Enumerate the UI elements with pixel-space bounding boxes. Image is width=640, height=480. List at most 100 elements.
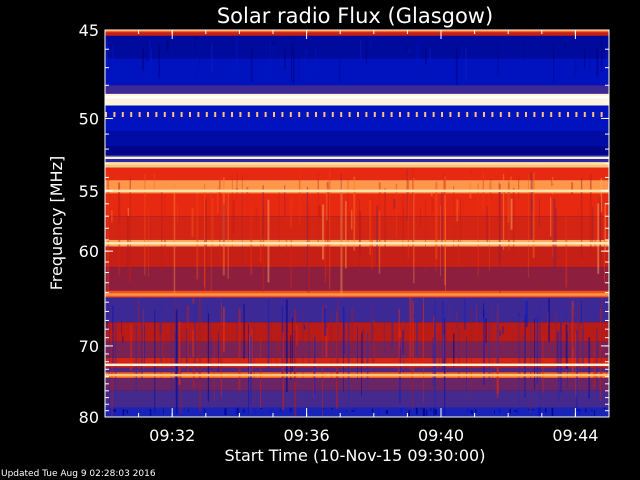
time-streak <box>135 324 138 391</box>
x-tick-label: 09:44 <box>552 426 598 445</box>
periodic-burst <box>130 112 133 117</box>
periodic-burst <box>558 112 561 117</box>
frequency-band <box>105 167 609 181</box>
time-streak <box>553 198 556 277</box>
time-streak <box>403 206 404 237</box>
time-streak <box>278 189 280 248</box>
time-streak <box>578 301 580 370</box>
time-streak <box>606 47 608 77</box>
frequency-band <box>105 357 609 368</box>
time-streak <box>205 199 207 282</box>
time-streak <box>552 183 554 185</box>
time-streak <box>431 198 434 214</box>
x-axis: 09:32 09:36 09:40 09:44 <box>138 30 598 445</box>
time-streak <box>556 332 558 373</box>
time-streak <box>434 331 436 413</box>
frequency-band <box>105 378 609 391</box>
time-streak <box>238 308 241 391</box>
time-streak <box>326 181 329 277</box>
time-streak <box>372 408 374 413</box>
time-streak <box>369 200 371 255</box>
time-streak <box>604 202 607 251</box>
time-streak <box>464 298 466 330</box>
time-streak <box>231 174 233 262</box>
time-streak <box>550 197 552 237</box>
time-streak <box>408 410 410 417</box>
y-tick-label: 50 <box>79 109 99 128</box>
time-streak <box>118 182 121 223</box>
time-streak <box>441 190 443 289</box>
time-streak <box>253 408 256 416</box>
x-tick-label: 09:32 <box>149 426 195 445</box>
time-streak <box>269 39 271 78</box>
time-streak <box>279 407 281 413</box>
time-streak <box>111 210 113 223</box>
frequency-line <box>105 96 609 99</box>
time-streak <box>324 407 327 411</box>
time-streak <box>298 172 301 225</box>
time-streak <box>584 48 586 70</box>
time-streak <box>161 334 163 363</box>
periodic-burst <box>474 112 477 117</box>
periodic-burst <box>365 112 368 117</box>
frequency-band <box>105 407 609 417</box>
time-streak <box>599 203 601 279</box>
time-streak <box>213 334 215 402</box>
time-streak <box>149 37 151 80</box>
time-streak <box>362 330 364 366</box>
time-streak <box>571 182 574 195</box>
time-streak <box>567 331 568 388</box>
time-streak <box>362 327 365 359</box>
time-streak <box>223 203 225 246</box>
periodic-burst <box>399 112 401 117</box>
time-streak <box>360 40 362 59</box>
time-streak <box>383 301 385 355</box>
time-streak <box>376 205 378 265</box>
time-streak <box>232 200 235 234</box>
time-streak <box>407 176 410 258</box>
time-streak <box>498 190 501 263</box>
time-streak <box>603 407 606 409</box>
periodic-burst <box>415 112 418 117</box>
time-streak <box>531 409 534 411</box>
time-streak <box>166 39 169 52</box>
time-streak <box>107 172 110 296</box>
time-streak <box>596 328 598 394</box>
time-streak <box>530 172 533 239</box>
time-streak <box>178 321 181 385</box>
time-streak <box>305 49 308 56</box>
frequency-line <box>105 293 609 296</box>
frequency-band <box>105 58 609 86</box>
time-streak <box>283 300 285 412</box>
time-streak <box>146 40 149 62</box>
time-streak <box>431 410 434 412</box>
time-streak <box>284 47 286 70</box>
time-streak <box>581 328 584 364</box>
time-streak <box>322 408 324 410</box>
time-streak <box>599 196 601 248</box>
time-streak <box>409 297 412 371</box>
time-streak <box>551 407 554 416</box>
periodic-burst <box>197 112 200 117</box>
periodic-burst <box>281 112 284 117</box>
time-streak <box>527 174 529 278</box>
time-streak <box>225 407 227 411</box>
time-streak <box>521 49 523 57</box>
time-streak <box>411 300 413 410</box>
time-streak <box>577 211 579 215</box>
time-streak <box>594 409 595 417</box>
time-streak <box>557 330 560 402</box>
time-streak <box>430 408 432 411</box>
time-streak <box>485 318 487 343</box>
time-streak <box>176 204 178 223</box>
time-streak <box>149 409 152 416</box>
periodic-burst <box>550 112 553 117</box>
time-streak <box>122 409 125 416</box>
time-streak <box>444 175 446 286</box>
time-streak <box>175 309 178 415</box>
frequency-band <box>105 246 609 268</box>
periodic-burst <box>499 112 502 117</box>
time-streak <box>536 317 539 385</box>
time-streak <box>313 334 314 398</box>
frequency-band <box>105 105 609 131</box>
